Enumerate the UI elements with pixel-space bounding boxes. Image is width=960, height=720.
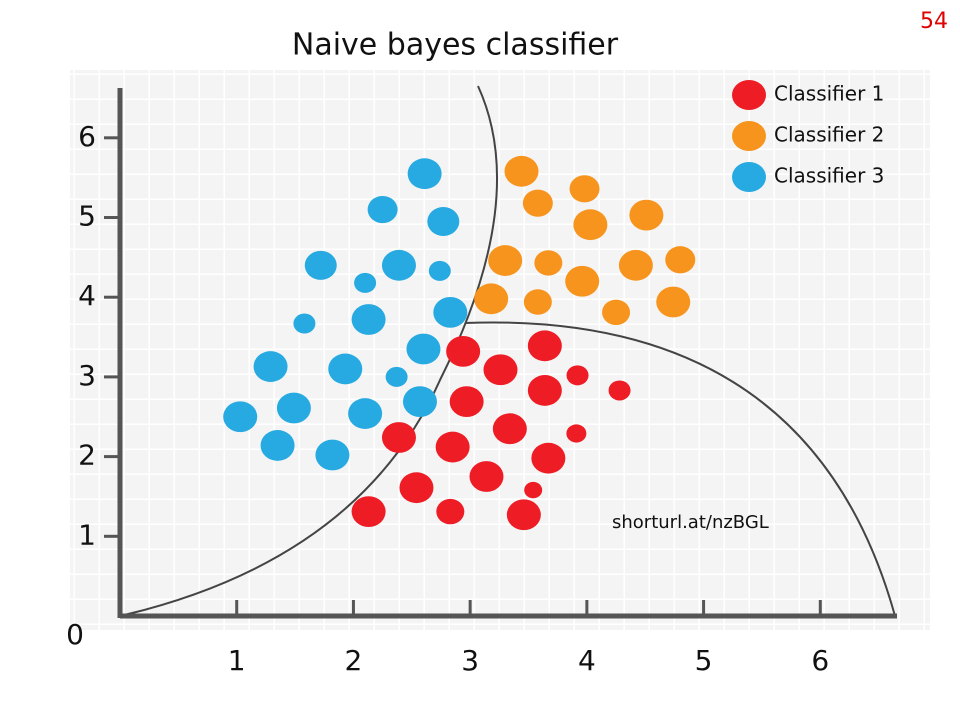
point (407, 158, 442, 190)
x-tick-label: 1 (228, 644, 246, 677)
point (354, 272, 377, 293)
point (566, 424, 587, 443)
point (608, 380, 631, 401)
y-tick-label: 5 (78, 200, 96, 233)
point (433, 296, 468, 328)
decision-boundary (464, 321, 896, 617)
point (328, 353, 363, 385)
point (629, 199, 664, 231)
point (293, 313, 316, 334)
point (428, 260, 451, 281)
point (665, 246, 696, 274)
point (483, 354, 518, 386)
point (351, 496, 386, 527)
point (566, 365, 589, 386)
x-tick-label: 4 (578, 644, 596, 677)
point (348, 398, 383, 429)
point (602, 299, 631, 326)
legend-label: Classifier 2 (774, 123, 884, 147)
point (524, 481, 543, 499)
chart-title: Naive bayes classifier (292, 28, 619, 63)
point (531, 442, 566, 474)
point (488, 245, 523, 276)
x-tick-label: 0 (66, 618, 84, 651)
point (381, 422, 416, 453)
x-tick-label: 2 (345, 644, 363, 677)
y-tick-label: 2 (78, 439, 96, 472)
point (565, 265, 600, 297)
point (449, 386, 484, 418)
point (656, 286, 691, 318)
point (573, 209, 608, 241)
point (506, 499, 541, 531)
point (436, 498, 465, 525)
point (534, 250, 563, 276)
legend-label: Classifier 3 (774, 164, 884, 188)
y-tick-label: 4 (78, 279, 96, 312)
y-tick-label: 1 (78, 518, 96, 551)
point (504, 155, 539, 187)
point (351, 304, 386, 335)
point (469, 461, 504, 492)
point (399, 472, 434, 504)
annotation: shorturl.at/nzBGL (612, 512, 769, 533)
point (385, 366, 408, 387)
x-tick-label: 6 (811, 644, 829, 677)
point (523, 289, 552, 315)
point (569, 175, 600, 203)
point (435, 431, 470, 463)
legend-marker (732, 80, 766, 110)
plot (223, 155, 696, 531)
point (492, 413, 527, 445)
point (446, 336, 481, 367)
background-grid (70, 70, 930, 630)
point (381, 249, 416, 281)
point (427, 207, 460, 236)
point (315, 439, 350, 471)
point (527, 375, 562, 406)
legend-marker (732, 121, 766, 151)
legend-label: Classifier 1 (774, 82, 884, 106)
point (522, 189, 553, 217)
x-tick-label: 3 (461, 644, 479, 677)
point (367, 195, 398, 224)
point (402, 386, 437, 418)
y-tick-label: 6 (78, 120, 96, 153)
point (474, 283, 509, 315)
x-tick-label: 5 (695, 644, 713, 677)
page-number: 54 (920, 9, 948, 34)
point (527, 330, 562, 362)
point (223, 401, 258, 433)
point (304, 250, 337, 280)
point (618, 249, 653, 281)
point (276, 392, 311, 424)
y-tick-label: 3 (78, 359, 96, 392)
point (260, 430, 295, 461)
point (253, 351, 288, 382)
decision-boundary (119, 85, 498, 617)
point (406, 333, 441, 365)
legend-marker (732, 162, 766, 192)
